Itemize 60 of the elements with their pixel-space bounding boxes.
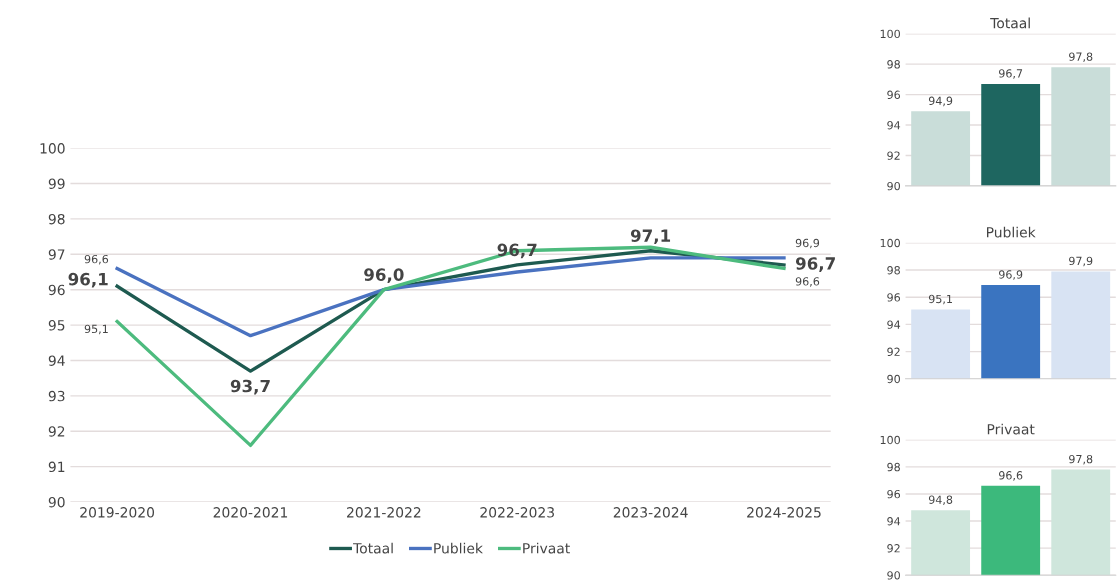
y-tick-label: 94 (887, 320, 901, 329)
data-label: 97,8 (1069, 52, 1093, 62)
data-label: 93,7 (230, 379, 270, 395)
y-tick-label: 91 (48, 461, 65, 473)
data-label: 97,1 (630, 229, 671, 245)
legend-label: Totaal (353, 542, 393, 554)
y-tick-label: 100 (40, 143, 65, 154)
y-tick-label: 90 (887, 374, 900, 384)
y-tick-label: 93 (48, 390, 65, 402)
legend-label: Publiek (434, 542, 483, 554)
y-tick-label: 90 (887, 181, 900, 191)
data-label: 96,6 (795, 277, 820, 287)
y-tick-label: 98 (887, 462, 900, 472)
data-label: 96,0 (364, 268, 404, 284)
line-series (115, 245, 786, 448)
x-tick-label: 2024-2025 (747, 507, 821, 518)
y-tick-label: 99 (48, 178, 65, 190)
data-label: 96,9 (795, 238, 820, 249)
y-tick-label: 92 (887, 151, 900, 160)
chart-title: Totaal (990, 17, 1030, 29)
y-tick-label: 92 (887, 544, 900, 553)
data-label: 94,8 (928, 495, 953, 506)
y-tick-label: 98 (887, 60, 900, 69)
x-tick-label: 2019-2020 (80, 507, 155, 518)
y-tick-label: 98 (48, 213, 65, 225)
y-tick-label: 94 (887, 121, 901, 130)
data-label: 96,9 (999, 270, 1023, 280)
chart-title: Privaat (987, 423, 1035, 435)
x-tick-label: 2022-2023 (480, 507, 554, 518)
y-tick-label: 90 (48, 496, 65, 508)
x-tick-label: 2021-2022 (347, 507, 421, 518)
x-tick-label: 2023-2024 (613, 507, 688, 518)
y-tick-label: 100 (880, 29, 900, 39)
y-tick-label: 95 (48, 320, 65, 331)
data-label: 96,7 (795, 257, 835, 272)
chart-title: Publiek (987, 226, 1036, 238)
y-tick-label: 97 (48, 249, 65, 260)
data-label: 97,8 (1069, 454, 1093, 465)
y-tick-label: 90 (887, 571, 900, 580)
y-tick-label: 94 (887, 517, 901, 526)
data-label: 94,9 (928, 96, 953, 107)
y-tick-label: 98 (887, 266, 900, 275)
x-tick-label: 2020-2021 (213, 507, 288, 518)
y-tick-label: 92 (887, 347, 900, 356)
y-tick-label: 100 (880, 238, 900, 248)
y-tick-label: 96 (887, 293, 901, 302)
y-tick-label: 96 (887, 90, 901, 99)
y-tick-label: 100 (880, 435, 900, 445)
y-tick-label: 94 (48, 355, 65, 366)
y-tick-label: 96 (48, 284, 65, 296)
data-label: 96,1 (68, 272, 108, 288)
data-label: 96,7 (999, 69, 1023, 79)
data-label: 95,1 (84, 324, 108, 335)
legend-label: Privaat (523, 542, 570, 554)
y-tick-label: 96 (887, 489, 901, 499)
data-label: 97,9 (1069, 256, 1093, 267)
data-label: 96,6 (999, 471, 1023, 481)
data-label: 95,1 (928, 294, 952, 305)
data-label: 96,6 (84, 254, 109, 265)
y-tick-label: 92 (48, 426, 65, 437)
